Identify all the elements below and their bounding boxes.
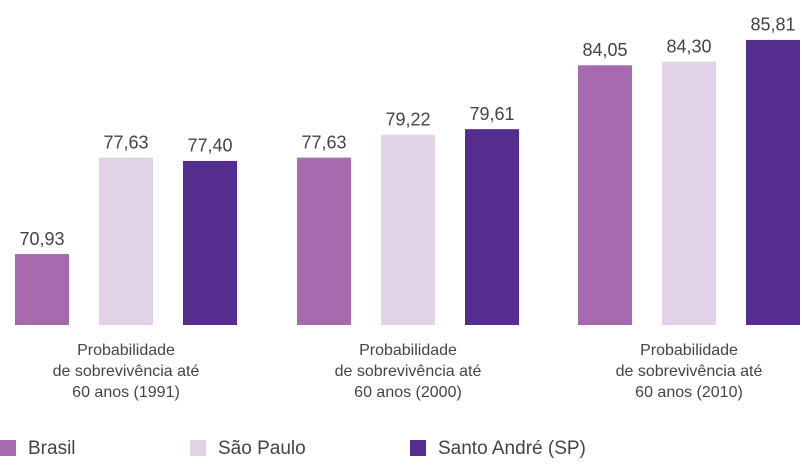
legend-label: Santo André (SP) bbox=[438, 438, 586, 459]
bar bbox=[15, 254, 69, 325]
bar bbox=[662, 61, 716, 325]
legend-swatch bbox=[190, 440, 206, 456]
bar bbox=[578, 65, 632, 325]
bar bbox=[99, 157, 153, 325]
bar bbox=[746, 39, 800, 326]
legend-label: Brasil bbox=[28, 438, 76, 459]
value-label: 77,40 bbox=[187, 136, 232, 156]
x-tick-label: Probabilidade bbox=[77, 342, 175, 359]
legend-label: São Paulo bbox=[218, 438, 306, 459]
value-label: 79,22 bbox=[385, 110, 430, 130]
bar bbox=[183, 160, 237, 325]
legend-swatch bbox=[0, 440, 16, 456]
bar bbox=[297, 157, 351, 325]
value-label: 79,61 bbox=[469, 104, 514, 124]
bar bbox=[381, 134, 435, 325]
x-tick-label: de sobrevivência até bbox=[335, 363, 482, 380]
x-tick-label: Probabilidade bbox=[359, 342, 457, 359]
x-tick-label: de sobrevivência até bbox=[616, 363, 763, 380]
x-tick-label: de sobrevivência até bbox=[53, 363, 200, 380]
value-label: 85,81 bbox=[750, 15, 795, 35]
x-tick-label: 60 anos (2010) bbox=[635, 384, 743, 401]
bar bbox=[465, 129, 519, 325]
value-label: 77,63 bbox=[301, 132, 346, 152]
x-tick-label: 60 anos (1991) bbox=[72, 384, 180, 401]
x-tick-label: 60 anos (2000) bbox=[354, 384, 462, 401]
x-tick-label: Probabilidade bbox=[640, 342, 738, 359]
legend-swatch bbox=[410, 440, 426, 456]
value-label: 84,05 bbox=[582, 40, 627, 60]
value-label: 84,30 bbox=[666, 36, 711, 56]
value-label: 77,63 bbox=[103, 132, 148, 152]
value-label: 70,93 bbox=[19, 229, 64, 249]
